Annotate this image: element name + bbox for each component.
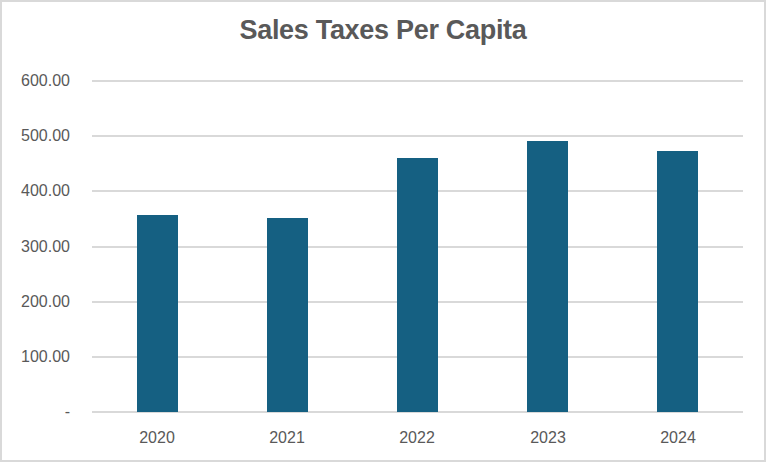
x-tick-label-2023: 2023	[483, 428, 613, 448]
x-tick-label-2020: 2020	[92, 428, 222, 448]
bar-2023	[527, 141, 568, 412]
y-tick-label: 400.00	[2, 181, 70, 201]
y-tick-label: 100.00	[2, 347, 70, 367]
bar-2022	[397, 158, 438, 412]
gridline	[92, 135, 743, 137]
bar-2024	[657, 151, 698, 412]
y-tick-label: 200.00	[2, 292, 70, 312]
gridline	[92, 80, 743, 82]
y-tick-label: 500.00	[2, 126, 70, 146]
bar-2021	[267, 218, 308, 412]
x-tick-label-2021: 2021	[222, 428, 352, 448]
chart-title: Sales Taxes Per Capita	[2, 15, 764, 46]
y-tick-label: 600.00	[2, 71, 70, 91]
sales-taxes-bar-chart: Sales Taxes Per Capita 600.00 500.00 400.0…	[0, 0, 766, 462]
x-tick-label-2024: 2024	[613, 428, 743, 448]
x-tick-label-2022: 2022	[352, 428, 482, 448]
y-tick-label: -	[2, 402, 76, 422]
bar-2020	[137, 215, 178, 412]
y-tick-label: 300.00	[2, 237, 70, 257]
